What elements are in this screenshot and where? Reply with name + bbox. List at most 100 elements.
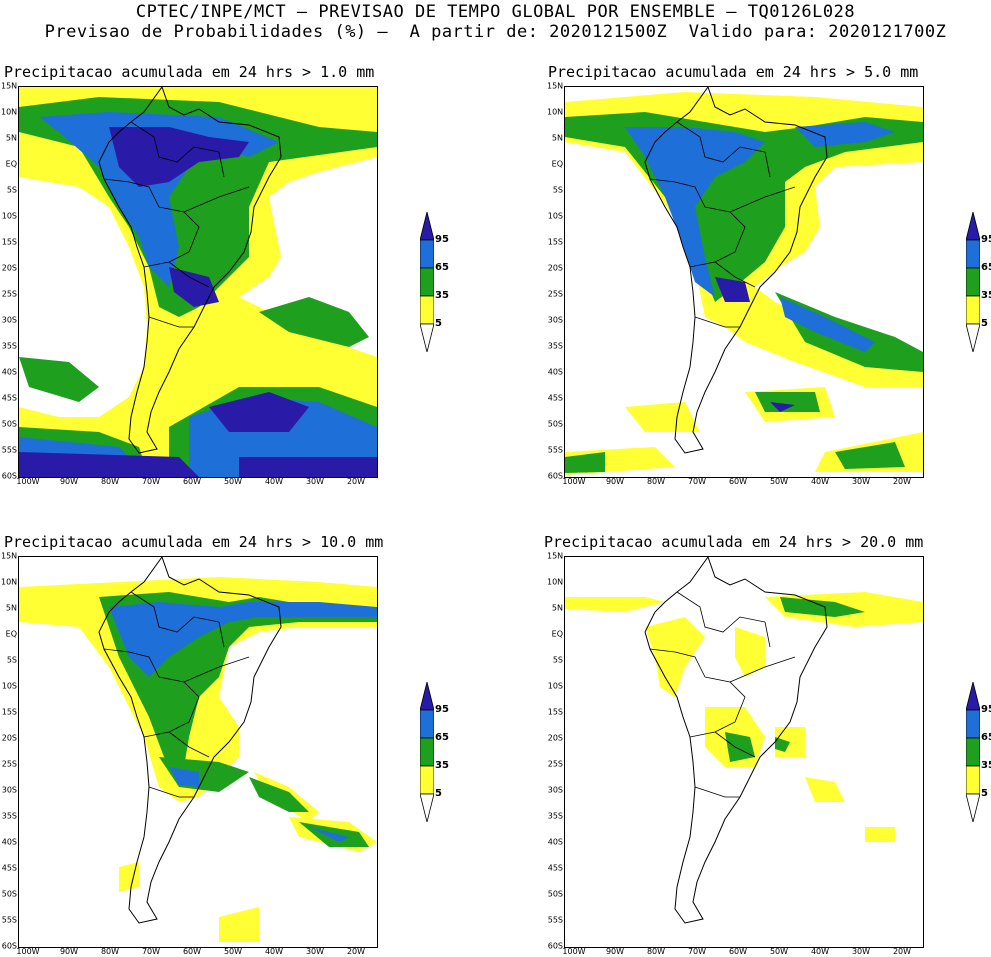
country-borders: [103, 121, 250, 328]
country-borders: [103, 591, 250, 798]
lat-label: 50S: [1, 889, 17, 899]
lat-label: 60S: [547, 941, 563, 951]
lat-label: 10S: [547, 681, 563, 691]
prob-area-6: [19, 392, 377, 477]
lon-label: 70W: [687, 947, 707, 956]
colorbar-segment: [419, 793, 435, 823]
lon-label: 80W: [646, 947, 666, 956]
lat-label: 15N: [547, 81, 564, 91]
lon-label: 60W: [728, 477, 748, 486]
colorbar-label: 95: [981, 704, 991, 715]
lon-label: 100W: [16, 947, 40, 956]
lat-label: 10N: [547, 577, 564, 587]
prob-area-4: [109, 602, 377, 677]
lon-label: 50W: [223, 947, 243, 956]
lat-label: 5S: [552, 185, 563, 195]
lon-label: 20W: [346, 477, 366, 486]
panel-title-1mm: Precipitacao acumulada em 24 hrs > 1.0 m…: [4, 63, 375, 81]
colorbar-label: 65: [435, 732, 449, 743]
lat-label: 5S: [552, 655, 563, 665]
prob-area-0: [565, 592, 923, 697]
coastline: [98, 557, 282, 924]
colorbar-label: 35: [435, 290, 449, 301]
prob-area-3: [159, 757, 369, 847]
prob-area-1: [565, 387, 923, 475]
lat-label: 60S: [547, 471, 563, 481]
colorbar-label: 95: [435, 704, 449, 715]
colorbar-segment: [419, 211, 435, 241]
lat-label: 15S: [1, 237, 17, 247]
lon-label: 90W: [59, 477, 79, 486]
lon-label: 50W: [769, 947, 789, 956]
map-10mm: [18, 556, 378, 948]
lat-label: 15S: [547, 707, 563, 717]
lon-label: 30W: [851, 477, 871, 486]
panel-title-20mm: Precipitacao acumulada em 24 hrs > 20.0 …: [544, 533, 924, 551]
lat-label: 45S: [547, 863, 563, 873]
coastline: [644, 87, 828, 454]
lat-label: 30S: [547, 315, 563, 325]
colorbar-segment: [419, 239, 435, 269]
lat-label: 55S: [1, 445, 17, 455]
colorbar-label: 5: [981, 318, 988, 329]
lon-label: 40W: [810, 947, 830, 956]
lon-label: 90W: [605, 477, 625, 486]
colorbar-label: 5: [981, 788, 988, 799]
lat-label: 55S: [547, 445, 563, 455]
colorbar-segment: [419, 765, 435, 795]
lat-label: 5N: [551, 133, 563, 143]
colorbar-segment: [419, 737, 435, 767]
lon-label: 30W: [305, 947, 325, 956]
lon-label: 80W: [646, 477, 666, 486]
lon-label: 80W: [100, 947, 120, 956]
lat-label: 40S: [1, 837, 17, 847]
lat-label: 55S: [547, 915, 563, 925]
prob-area-5: [169, 767, 349, 842]
lat-label: 5S: [6, 655, 17, 665]
lat-label: EQ: [551, 159, 563, 169]
lat-label: 20S: [547, 733, 563, 743]
lon-label: 100W: [16, 477, 40, 486]
prob-area-6: [715, 277, 795, 412]
colorbar-label: 95: [981, 234, 991, 245]
lon-label: 60W: [182, 477, 202, 486]
lat-label: 30S: [1, 315, 17, 325]
colorbar: [965, 211, 981, 353]
lon-label: 20W: [346, 947, 366, 956]
colorbar-label: 65: [981, 262, 991, 273]
prob-area-5: [780, 297, 875, 352]
colorbar: [419, 211, 435, 353]
lat-label: 60S: [1, 941, 17, 951]
lon-label: 80W: [100, 477, 120, 486]
colorbar-segment: [965, 793, 981, 823]
lat-label: 60S: [1, 471, 17, 481]
lon-label: 30W: [305, 477, 325, 486]
lon-label: 60W: [182, 947, 202, 956]
lat-label: 45S: [1, 863, 17, 873]
lat-label: 10N: [1, 107, 18, 117]
prob-area-4: [625, 122, 895, 297]
lat-label: 25S: [547, 289, 563, 299]
header-line2: Previsao de Probabilidades (%) — A parti…: [44, 22, 947, 42]
lat-label: EQ: [5, 159, 17, 169]
panel-title-10mm: Precipitacao acumulada em 24 hrs > 10.0 …: [4, 533, 384, 551]
colorbar-segment: [419, 709, 435, 739]
lat-label: 40S: [547, 367, 563, 377]
colorbar-segment: [965, 709, 981, 739]
lon-label: 20W: [892, 947, 912, 956]
colorbar-segment: [965, 211, 981, 241]
colorbar-segment: [419, 267, 435, 297]
colorbar-label: 35: [981, 760, 991, 771]
coastline: [644, 557, 828, 924]
colorbar-label: 65: [435, 262, 449, 273]
lat-label: 15S: [547, 237, 563, 247]
lat-label: 30S: [547, 785, 563, 795]
colorbar-label: 65: [981, 732, 991, 743]
coastline: [98, 87, 282, 454]
lon-label: 60W: [728, 947, 748, 956]
lat-label: 10S: [1, 681, 17, 691]
lon-label: 100W: [562, 947, 586, 956]
colorbar: [419, 681, 435, 823]
lon-label: 40W: [264, 477, 284, 486]
lat-label: 15N: [1, 81, 18, 91]
